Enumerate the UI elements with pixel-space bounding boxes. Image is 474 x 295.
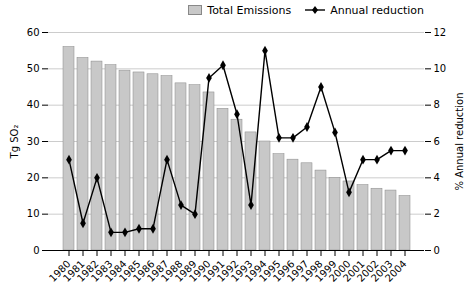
svg-text:10: 10 <box>434 63 447 74</box>
html-text:Total Emissions: Total Emissions <box>207 3 292 17</box>
svg-text:0: 0 <box>434 245 440 256</box>
svg-text:1984: 1984 <box>102 258 129 284</box>
svg-text:1981: 1981 <box>60 258 87 284</box>
svg-text:1990: 1990 <box>186 258 213 284</box>
svg-text:1991: 1991 <box>200 258 227 284</box>
svg-text:1995: 1995 <box>256 258 283 284</box>
svg-text:1988: 1988 <box>158 258 185 284</box>
svg-text:4: 4 <box>434 172 440 183</box>
svg-text:1999: 1999 <box>312 258 339 284</box>
svg-text:10: 10 <box>27 208 40 219</box>
svg-text:2: 2 <box>434 208 440 219</box>
svg-text:2003: 2003 <box>368 258 395 284</box>
svg-text:50: 50 <box>27 63 40 74</box>
svg-text:30: 30 <box>27 136 40 147</box>
svg-text:Tg SO₂: Tg SO₂ <box>9 125 20 160</box>
svg-text:1996: 1996 <box>270 258 297 284</box>
svg-text:1980: 1980 <box>46 258 73 284</box>
svg-text:8: 8 <box>434 99 440 110</box>
svg-text:1987: 1987 <box>144 258 171 284</box>
svg-text:6: 6 <box>434 136 440 147</box>
svg-text:1992: 1992 <box>214 258 241 284</box>
svg-text:% Annual reduction: % Annual reduction <box>454 92 465 190</box>
svg-text:2002: 2002 <box>354 258 381 284</box>
svg-text:20: 20 <box>27 172 40 183</box>
svg-text:2004: 2004 <box>383 258 409 284</box>
svg-text:12: 12 <box>434 27 447 38</box>
svg-text:2001: 2001 <box>340 258 367 284</box>
svg-text:1985: 1985 <box>116 258 143 284</box>
svg-text:1982: 1982 <box>74 258 101 284</box>
svg-text:1983: 1983 <box>88 258 115 284</box>
svg-text:1986: 1986 <box>130 258 157 284</box>
svg-text:1989: 1989 <box>172 258 199 284</box>
svg-text:1993: 1993 <box>228 258 255 284</box>
svg-text:2000: 2000 <box>326 258 353 284</box>
svg-text:1994: 1994 <box>242 258 269 284</box>
svg-text:40: 40 <box>27 99 40 110</box>
svg-text:60: 60 <box>27 27 40 38</box>
svg-text:0: 0 <box>33 245 39 256</box>
html-text:Annual reduction: Annual reduction <box>330 3 424 17</box>
svg-text:1997: 1997 <box>284 258 311 284</box>
svg-text:1998: 1998 <box>298 258 325 284</box>
